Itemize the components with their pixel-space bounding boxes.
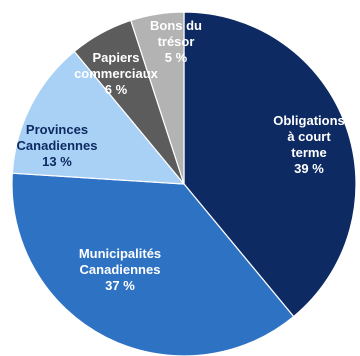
slice-label-1: Municipalités Canadiennes 37 % — [79, 246, 161, 293]
pie-slice-2 — [11, 50, 186, 185]
slice-label-4: Bons du trésor 5 % — [150, 18, 202, 65]
pie-slice-1 — [11, 172, 295, 356]
pie-labels: Obligations à court terme 39 % Municipalités… — [17, 18, 345, 293]
slice-label-2: Provinces Canadiennes 13 % — [17, 122, 98, 169]
pie-slices — [11, 11, 357, 356]
slice-label-3: Papiers commerciaux 6 % — [74, 50, 159, 97]
slice-label-0: Obligations à court terme 39 % — [273, 113, 345, 176]
pie-slice-0 — [183, 11, 357, 318]
pie-slice-4 — [130, 11, 185, 185]
